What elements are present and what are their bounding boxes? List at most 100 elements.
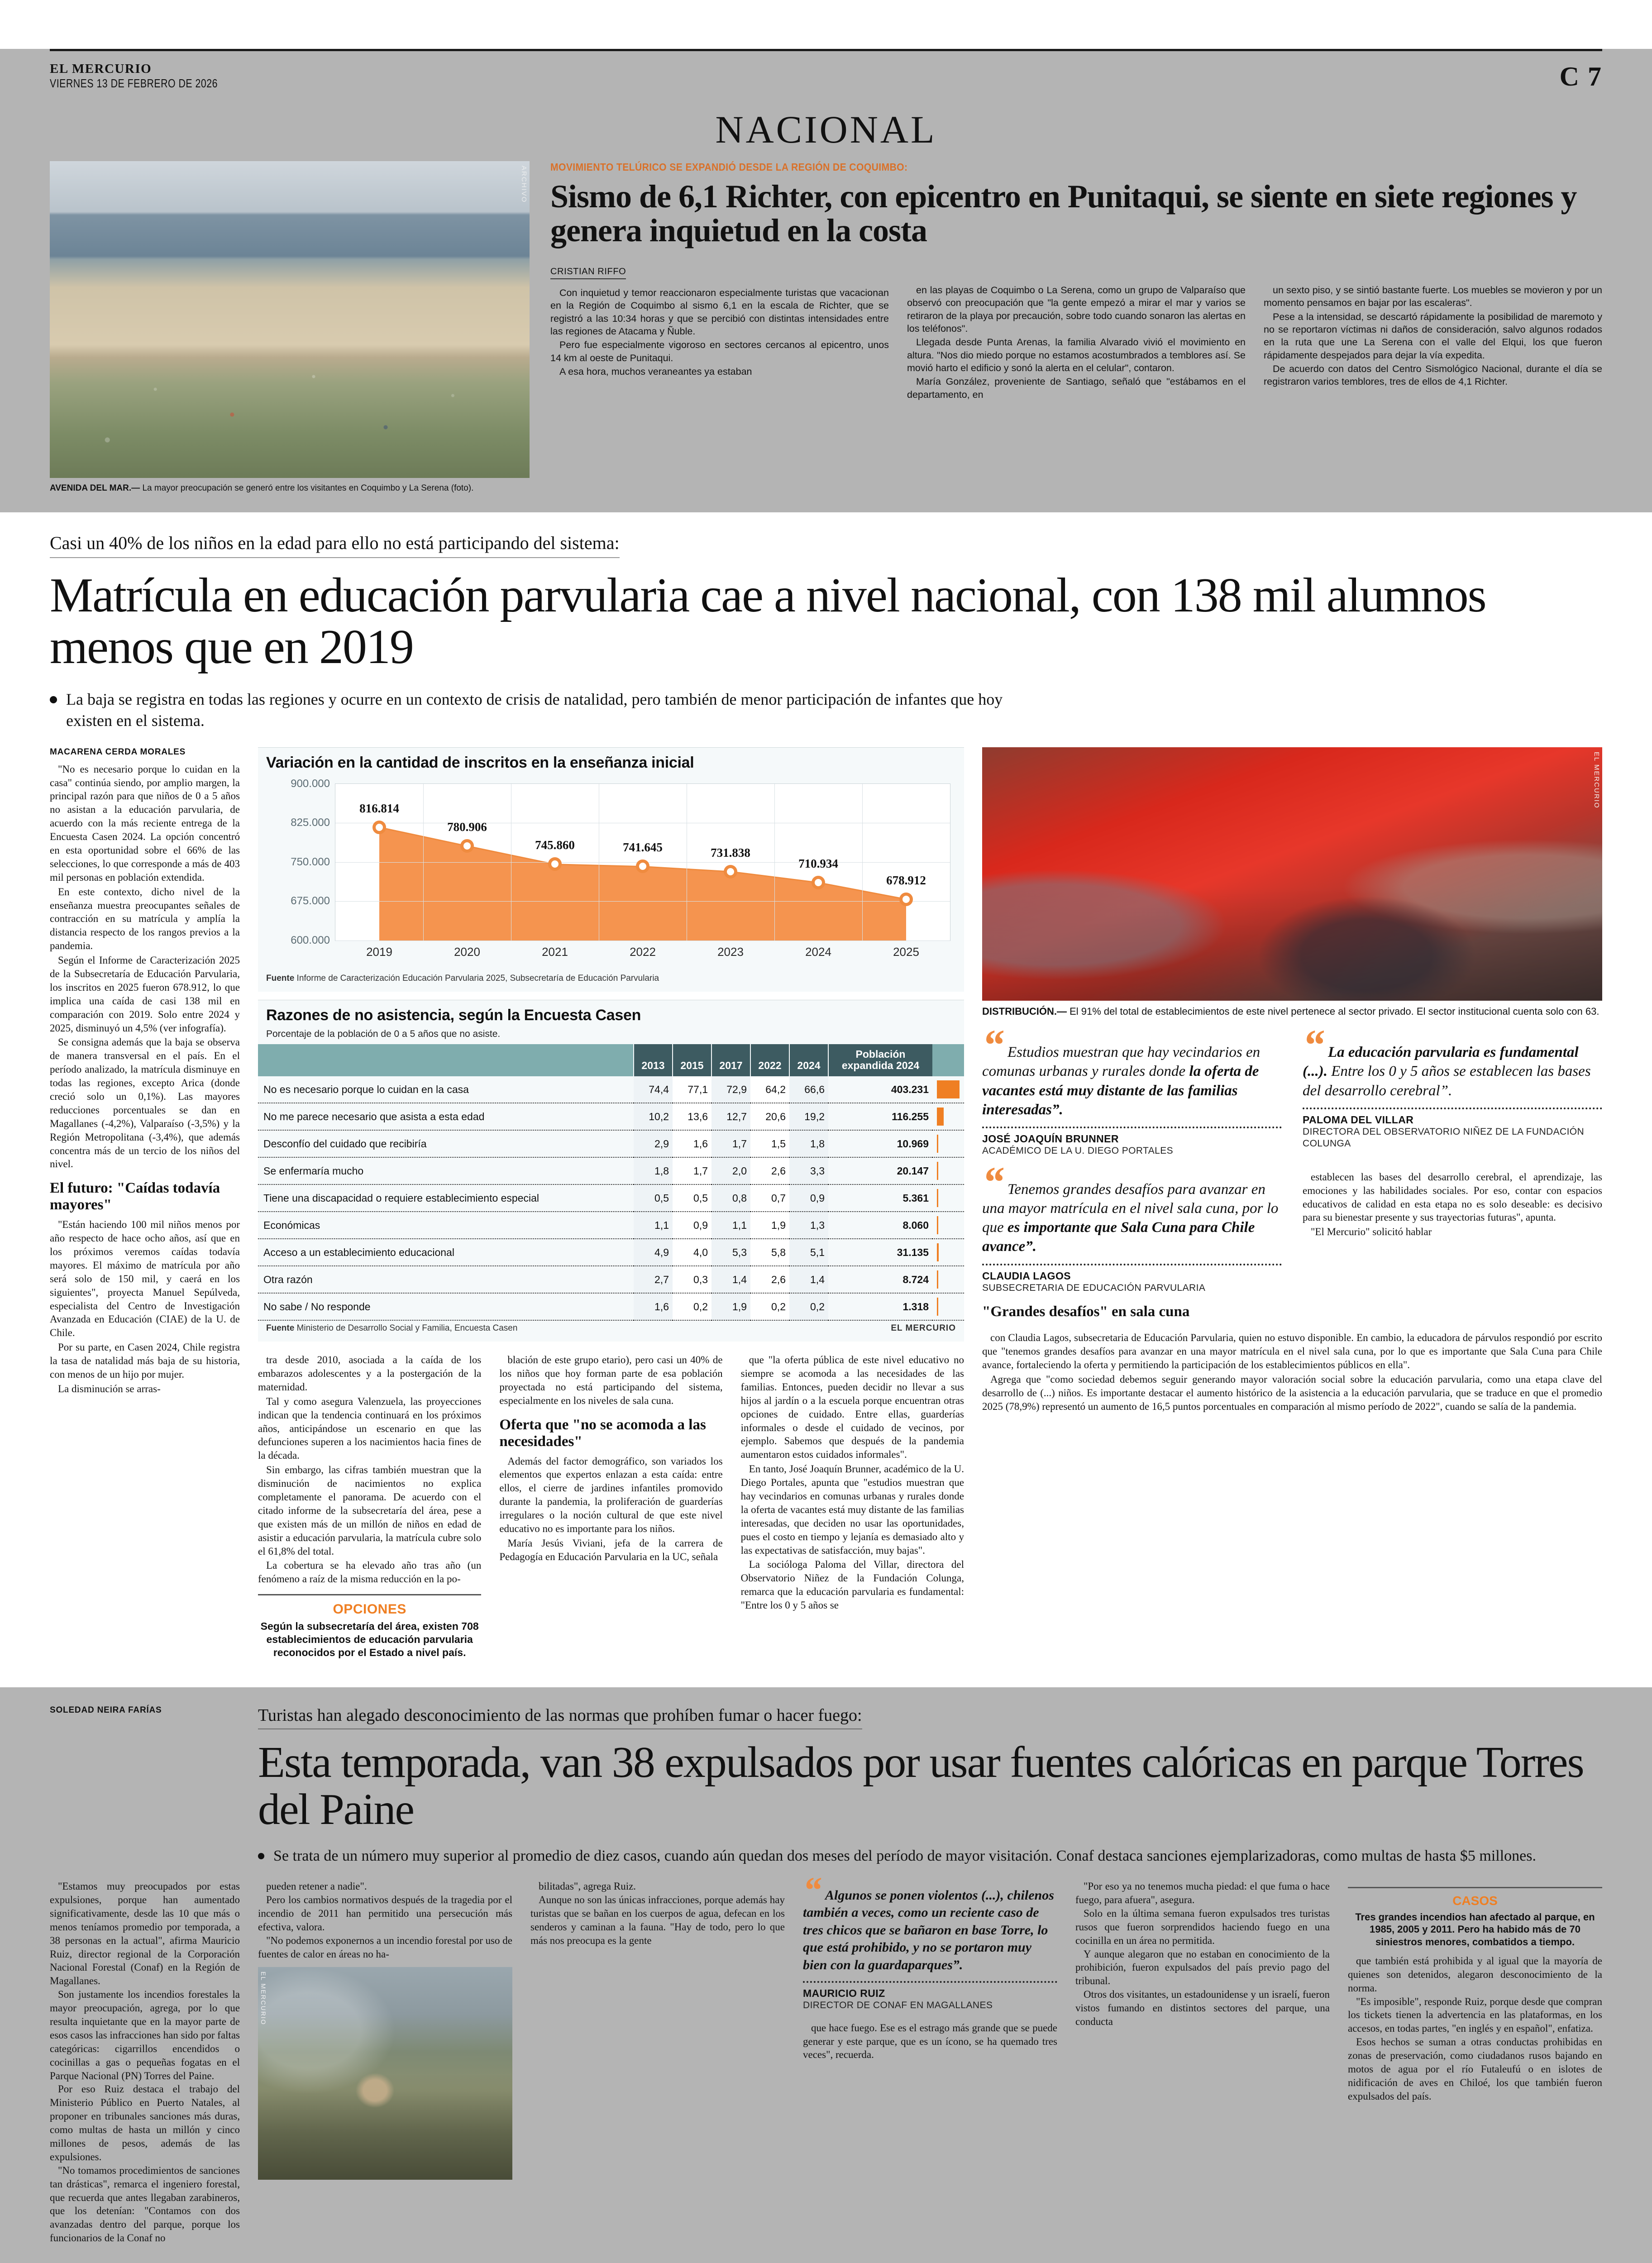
quake-headline: Sismo de 6,1 Richter, con epicentro en P… xyxy=(550,178,1577,248)
table-cell-value: 2,9 xyxy=(634,1130,673,1158)
bar-fill xyxy=(937,1135,938,1153)
paragraph: tra desde 2010, asociada a la caída de l… xyxy=(258,1354,482,1393)
table-cell-label: No me parece necesario que asista a esta… xyxy=(258,1103,634,1131)
table-row: Desconfío del cuidado que recibiría 2,9 1,… xyxy=(258,1130,964,1158)
paragraph: blación de este grupo etario), pero casi… xyxy=(499,1354,723,1406)
table-cell-value: 1,3 xyxy=(789,1212,828,1240)
paragraph: Esos hechos se suman a otras conductas p… xyxy=(1348,2036,1602,2102)
quote-divider xyxy=(1303,1107,1602,1109)
paine-quote: “Algunos se ponen violentos (...), chile… xyxy=(803,1869,1057,1974)
paragraph: En este contexto, dicho nivel de la ense… xyxy=(50,886,240,952)
opciones-text: Según la subsecretaría del área, existen… xyxy=(260,1620,479,1659)
quote-row-1: “Estudios muestran que hay vecindarios e… xyxy=(982,1023,1602,1157)
table-cell-value: 2,0 xyxy=(711,1157,750,1185)
paine-col-1: pueden retener a nadie". Pero los cambios… xyxy=(258,1880,512,1961)
bar-fill xyxy=(937,1080,960,1099)
quote-divider xyxy=(982,1263,1282,1265)
quote-author: PALOMA DEL VILLAR xyxy=(1303,1113,1414,1126)
quote-brunner: “Estudios muestran que hay vecindarios e… xyxy=(982,1023,1282,1157)
main-subhead-3: "Grandes desafíos" en sala cuna xyxy=(982,1303,1190,1320)
table-cell-value: 0,2 xyxy=(750,1293,789,1321)
y-axis-tick-label: 900.000 xyxy=(291,777,330,790)
paragraph: Y aunque alegaron que no estaban en cono… xyxy=(1075,1948,1330,1987)
paragraph: "No tomamos procedimientos de sanciones … xyxy=(50,2164,240,2244)
quote-text-post: Entre los 0 y 5 años se establecen las b… xyxy=(1303,1063,1591,1099)
paragraph: Según el Informe de Caracterización 2025… xyxy=(50,955,240,1034)
quote-mark-icon: “ xyxy=(803,1869,821,1911)
table-subtitle: Porcentaje de la población de 0 a 5 años… xyxy=(266,1028,501,1039)
main-left-column: MACARENA CERDA MORALES "No es necesario … xyxy=(50,747,240,1667)
masthead-rule xyxy=(50,49,1602,51)
classroom-caption: DISTRIBUCIÓN.— El 91% del total de estab… xyxy=(982,1005,1602,1018)
chart-title: Variación en la cantidad de inscritos en… xyxy=(266,754,694,771)
table-cell-label: Económicas xyxy=(258,1212,634,1240)
paragraph: La socióloga Paloma del Villar, director… xyxy=(740,1559,964,1611)
table-cell-value: 1,4 xyxy=(711,1266,750,1294)
paragraph: "Estamos muy preocupados por estas expul… xyxy=(50,1881,240,1987)
quote-role: DIRECTOR DE CONAF EN MAGALLANES xyxy=(803,2000,993,2011)
chart: 900.000 825.000 750.000 675.000 600.000 816.8… xyxy=(258,776,964,971)
quote-role: ACADÉMICO DE LA U. DIEGO PORTALES xyxy=(982,1146,1174,1156)
data-point-marker xyxy=(372,820,386,834)
paragraph: La cobertura se ha elevado año tras año … xyxy=(258,1560,482,1585)
bar-fill xyxy=(937,1189,938,1208)
x-axis-tick-label: 2022 xyxy=(630,945,656,959)
data-point-label: 731.838 xyxy=(711,845,750,859)
table-column-header-bar xyxy=(932,1044,964,1077)
table-cell-bar xyxy=(932,1293,964,1321)
paragraph: que también está prohibida y al igual qu… xyxy=(1348,1955,1602,1994)
main-lead: La baja se registra en todas las regione… xyxy=(66,690,1003,730)
paragraph: A esa hora, muchos veraneantes ya estaba… xyxy=(559,366,752,377)
table-column-header xyxy=(258,1044,634,1077)
table-cell-population: 8.060 xyxy=(828,1212,932,1240)
x-axis-tick-label: 2021 xyxy=(542,945,568,959)
paine-col-3: que hace fuego. Ese es el estrago más gr… xyxy=(803,2021,1057,2062)
paragraph: Pero los cambios normativos después de l… xyxy=(258,1894,512,1933)
paragraph: pueden retener a nadie". xyxy=(266,1881,367,1892)
bar-fill xyxy=(937,1243,939,1262)
main-text-columns: tra desde 2010, asociada a la caída de l… xyxy=(258,1353,964,1666)
table-cell-value: 77,1 xyxy=(673,1076,711,1104)
x-axis-tick-label: 2020 xyxy=(454,945,480,959)
main-col-1b: "Están haciendo 100 mil niños menos por … xyxy=(50,1218,240,1396)
table-cell-value: 2,6 xyxy=(750,1266,789,1294)
quote-author: CLAUDIA LAGOS xyxy=(982,1270,1071,1282)
opciones-box: OPCIONES Según la subsecretaría del área… xyxy=(258,1594,482,1659)
table-cell-label: Se enfermaría mucho xyxy=(258,1157,634,1185)
paragraph: Son justamente los incendios forestales … xyxy=(50,1989,240,2082)
table-row: Económicas 1,1 0,9 1,1 1,9 1,3 8.060 xyxy=(258,1212,964,1240)
table-cell-population: 8.724 xyxy=(828,1266,932,1294)
table-source-text: Ministerio de Desarrollo Social y Famili… xyxy=(294,1323,518,1333)
data-point-marker xyxy=(636,859,649,874)
main-overline: Casi un 40% de los niños en la edad para… xyxy=(50,532,620,558)
x-axis-tick-label: 2025 xyxy=(893,945,919,959)
table-cell-value: 0,5 xyxy=(634,1184,673,1213)
paragraph: Pese a la intensidad, se descartó rápida… xyxy=(1264,311,1602,361)
main-col-5-6: establecen las bases del desarrollo cere… xyxy=(1303,1170,1602,1325)
table-cell-label: No es necesario porque lo cuidan en la c… xyxy=(258,1076,634,1104)
table-cell-bar xyxy=(932,1239,964,1267)
lead-bullet-icon xyxy=(50,696,57,703)
table-cell-bar xyxy=(932,1130,964,1158)
main-subhead-1: El futuro: "Caídas todavía mayores" xyxy=(50,1180,220,1213)
table-cell-value: 1,8 xyxy=(634,1157,673,1185)
gridline xyxy=(335,901,950,902)
table-credit: EL MERCURIO xyxy=(891,1323,956,1333)
table-cell-value: 1,5 xyxy=(750,1130,789,1158)
main-col-4: que "la oferta pública de este nivel edu… xyxy=(741,1353,964,1612)
main-headline: Matrícula en educación parvularia cae a … xyxy=(50,568,1487,674)
paragraph: María Jesús Viviani, jefa de la carrera … xyxy=(499,1537,723,1562)
quake-column-1: Con inquietud y temor reaccionaron espec… xyxy=(550,286,889,378)
table-cell-bar xyxy=(932,1076,964,1104)
main-graphics: Variación en la cantidad de inscritos en… xyxy=(258,747,964,1667)
x-axis-tick-label: 2023 xyxy=(717,945,744,959)
table-row: Acceso a un establecimiento educacional 4… xyxy=(258,1239,964,1267)
data-point-label: 710.934 xyxy=(798,856,838,870)
table-row: Tiene una discapacidad o requiere establ… xyxy=(258,1184,964,1213)
table-row: Otra razón 2,7 0,3 1,4 2,6 1,4 8.724 xyxy=(258,1266,964,1294)
quake-photo: ARCHIVO xyxy=(50,161,530,478)
table-cell-value: 0,2 xyxy=(673,1293,711,1321)
paragraph: "El Mercurio" solicitó hablar xyxy=(1311,1226,1432,1238)
table-cell-value: 13,6 xyxy=(673,1103,711,1131)
chart-source-text: Informe de Caracterización Educación Par… xyxy=(294,973,659,983)
